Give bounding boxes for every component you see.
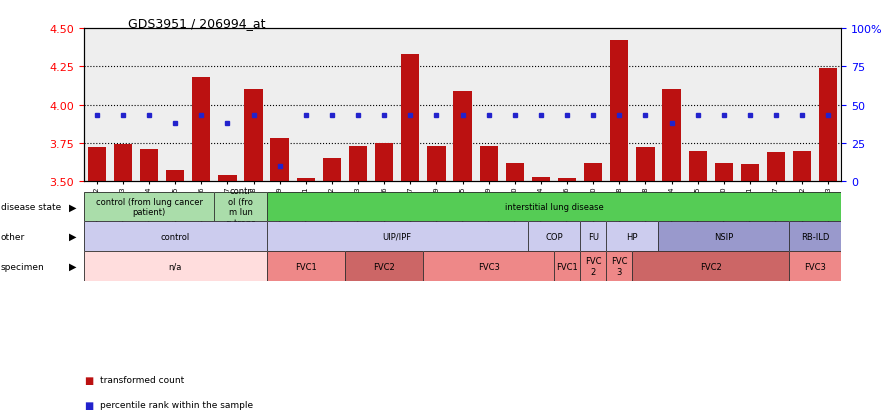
Bar (819, 69, 838, 182)
Text: other: other (1, 232, 26, 241)
Text: FVC3: FVC3 (478, 262, 500, 271)
Bar (270, 139, 289, 182)
Text: contr
ol (fro
m lun
g trans: contr ol (fro m lun g trans (226, 187, 255, 227)
Bar (479, 147, 498, 182)
Bar (322, 159, 341, 182)
Bar (689, 151, 707, 182)
FancyBboxPatch shape (267, 192, 841, 222)
Bar (714, 164, 733, 182)
Text: COP: COP (545, 232, 563, 241)
Bar (584, 164, 603, 182)
Bar (427, 147, 446, 182)
FancyBboxPatch shape (789, 222, 841, 252)
Text: GDS3951 / 206994_at: GDS3951 / 206994_at (128, 17, 265, 29)
Bar (401, 55, 419, 182)
Text: FU: FU (588, 232, 599, 241)
Bar (766, 153, 785, 182)
Text: ■: ■ (84, 375, 93, 385)
Text: ▶: ▶ (69, 202, 77, 212)
Text: disease state: disease state (1, 202, 61, 211)
Bar (375, 143, 393, 182)
Bar (454, 92, 471, 182)
FancyBboxPatch shape (424, 252, 554, 281)
FancyBboxPatch shape (580, 222, 606, 252)
Text: UIP/IPF: UIP/IPF (382, 232, 411, 241)
FancyBboxPatch shape (789, 252, 841, 281)
Bar (793, 151, 811, 182)
FancyBboxPatch shape (267, 222, 528, 252)
Text: FVC2: FVC2 (700, 262, 722, 271)
FancyBboxPatch shape (528, 222, 580, 252)
Bar (192, 78, 211, 182)
FancyBboxPatch shape (84, 222, 267, 252)
FancyBboxPatch shape (580, 252, 606, 281)
Text: transformed count: transformed count (100, 375, 184, 385)
Bar (244, 90, 263, 182)
Text: interstitial lung disease: interstitial lung disease (505, 202, 603, 211)
Text: ▶: ▶ (69, 261, 77, 271)
Bar (663, 90, 681, 182)
FancyBboxPatch shape (633, 252, 789, 281)
Text: HP: HP (626, 232, 638, 241)
Bar (87, 148, 106, 182)
FancyBboxPatch shape (606, 252, 633, 281)
Text: percentile rank within the sample: percentile rank within the sample (100, 400, 253, 409)
FancyBboxPatch shape (606, 222, 658, 252)
FancyBboxPatch shape (554, 252, 580, 281)
Text: FVC
3: FVC 3 (611, 257, 627, 276)
Text: NSIP: NSIP (714, 232, 733, 241)
FancyBboxPatch shape (658, 222, 789, 252)
Text: FVC2: FVC2 (374, 262, 395, 271)
FancyBboxPatch shape (84, 192, 214, 222)
Text: ▶: ▶ (69, 232, 77, 242)
Text: specimen: specimen (1, 262, 45, 271)
Bar (636, 148, 655, 182)
Bar (297, 179, 315, 182)
Bar (218, 176, 236, 182)
Bar (349, 147, 367, 182)
Text: RB-ILD: RB-ILD (801, 232, 829, 241)
Bar (558, 179, 576, 182)
Text: n/a: n/a (168, 262, 181, 271)
Text: FVC3: FVC3 (804, 262, 826, 271)
FancyBboxPatch shape (267, 252, 345, 281)
Bar (741, 165, 759, 182)
Bar (532, 177, 550, 182)
Text: control (from lung cancer
patient): control (from lung cancer patient) (95, 197, 203, 216)
Bar (140, 150, 159, 182)
Text: control: control (160, 232, 189, 241)
FancyBboxPatch shape (84, 252, 267, 281)
Bar (611, 41, 628, 182)
FancyBboxPatch shape (345, 252, 424, 281)
Text: ■: ■ (84, 400, 93, 410)
Bar (506, 164, 524, 182)
Text: FVC1: FVC1 (556, 262, 578, 271)
Text: FVC1: FVC1 (295, 262, 316, 271)
Bar (166, 171, 184, 182)
Text: FVC
2: FVC 2 (585, 257, 602, 276)
Bar (114, 145, 132, 182)
FancyBboxPatch shape (214, 192, 267, 222)
